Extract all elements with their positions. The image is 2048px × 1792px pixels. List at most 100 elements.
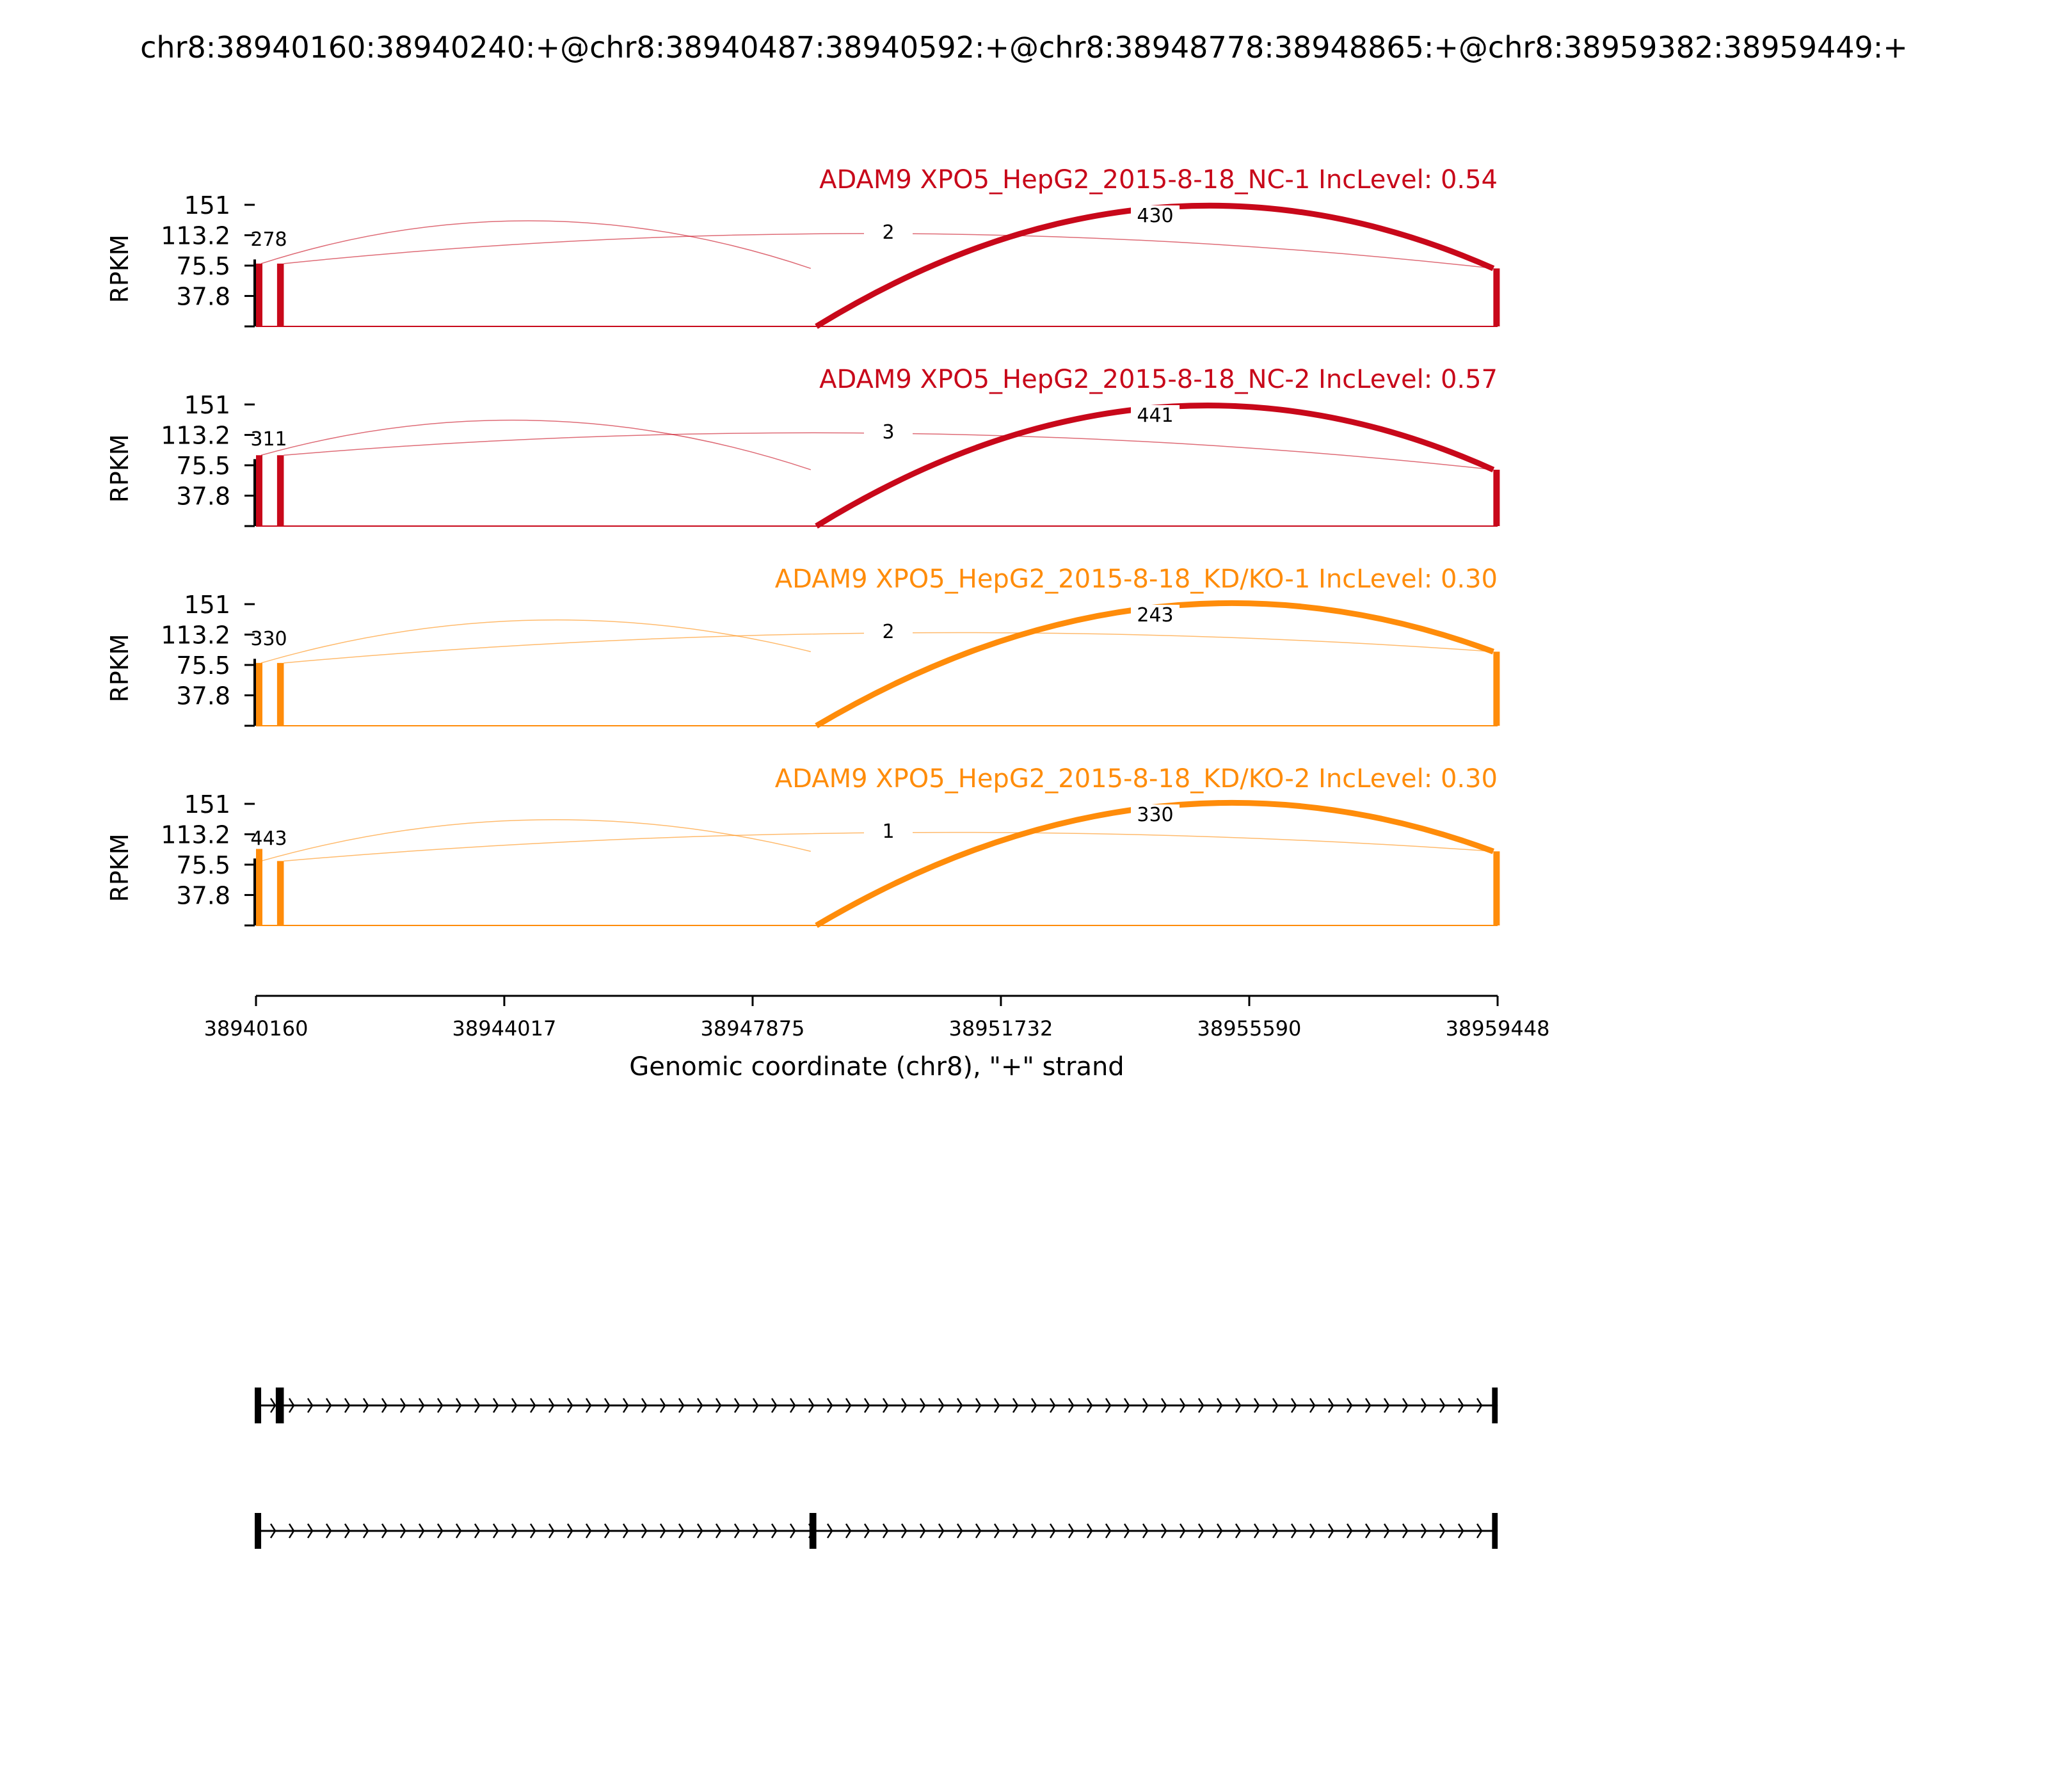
x-tick-label: 38951732 xyxy=(948,1016,1053,1041)
strand-arrow xyxy=(1179,1398,1186,1413)
strand-arrow xyxy=(789,1523,796,1539)
strand-arrow xyxy=(1364,1398,1372,1413)
coverage-bar xyxy=(256,455,262,526)
strand-arrow xyxy=(1327,1523,1334,1539)
strand-arrow xyxy=(956,1523,963,1539)
strand-arrow xyxy=(585,1398,592,1413)
strand-arrow xyxy=(1327,1398,1334,1413)
strand-arrow xyxy=(1123,1398,1130,1413)
y-tick-label: 37.8 xyxy=(176,482,230,510)
y-tick-label: 113.2 xyxy=(161,621,230,650)
strand-arrow xyxy=(1049,1523,1056,1539)
strand-arrow xyxy=(288,1523,295,1539)
strand-arrow xyxy=(975,1523,982,1539)
strand-arrow xyxy=(733,1523,740,1539)
y-tick-label: 113.2 xyxy=(161,422,230,450)
coverage-bar xyxy=(256,263,262,326)
coverage-bar xyxy=(1493,268,1500,326)
strand-arrow xyxy=(1160,1523,1167,1539)
y-tick-label: 151 xyxy=(184,790,230,819)
strand-arrow xyxy=(511,1523,518,1539)
strand-arrow xyxy=(1216,1398,1223,1413)
strand-arrow xyxy=(1439,1523,1446,1539)
strand-arrow xyxy=(1030,1523,1037,1539)
strand-arrow xyxy=(1309,1398,1316,1413)
strand-arrow xyxy=(1142,1398,1149,1413)
panel-title: ADAM9 XPO5_HepG2_2015-8-18_NC-2 IncLevel… xyxy=(819,365,1498,394)
strand-arrow xyxy=(938,1398,945,1413)
junction-count-label: 278 xyxy=(250,228,287,251)
strand-arrow xyxy=(511,1398,518,1413)
strand-arrow xyxy=(1049,1398,1056,1413)
strand-arrow xyxy=(566,1523,573,1539)
strand-arrow xyxy=(956,1398,963,1413)
strand-arrow xyxy=(548,1398,555,1413)
exon-block xyxy=(1492,1513,1498,1549)
y-tick-label: 75.5 xyxy=(176,851,230,879)
strand-arrow xyxy=(399,1398,406,1413)
y-tick-label: 37.8 xyxy=(176,881,230,909)
strand-arrow xyxy=(418,1398,425,1413)
x-tick-label: 38955590 xyxy=(1197,1016,1302,1041)
strand-arrow xyxy=(548,1523,555,1539)
strand-arrow xyxy=(900,1398,908,1413)
y-tick-label: 75.5 xyxy=(176,652,230,680)
coverage-bar xyxy=(276,861,284,925)
strand-arrow xyxy=(1402,1523,1409,1539)
junction-count-label: 1 xyxy=(882,820,894,843)
junction-count-label: 330 xyxy=(1137,804,1173,826)
strand-arrow xyxy=(1235,1398,1242,1413)
strand-arrow xyxy=(622,1398,629,1413)
strand-arrow xyxy=(1086,1398,1093,1413)
x-tick-label: 38947875 xyxy=(701,1016,805,1041)
junction-label-background xyxy=(864,422,913,444)
strand-arrow xyxy=(1012,1523,1019,1539)
junction-label-background xyxy=(864,821,913,843)
coverage-bar xyxy=(1493,469,1500,526)
strand-arrow xyxy=(1235,1523,1242,1539)
strand-arrow xyxy=(1476,1523,1483,1539)
x-axis: 38940160 38944017 38947875 38951732 38955590… xyxy=(204,995,1549,1041)
isoform-2 xyxy=(255,1513,1498,1549)
strand-arrow xyxy=(715,1523,722,1539)
y-tick-label: 113.2 xyxy=(161,222,230,250)
coverage-bar xyxy=(1493,851,1500,925)
junction-count-label: 430 xyxy=(1137,205,1173,227)
strand-arrow xyxy=(678,1398,685,1413)
strand-arrow xyxy=(307,1398,314,1413)
strand-arrow xyxy=(418,1523,425,1539)
strand-arrow xyxy=(919,1398,926,1413)
strand-arrow xyxy=(1402,1398,1409,1413)
y-axis-label: RPKM xyxy=(106,234,134,303)
junction-label-background xyxy=(1131,605,1180,627)
strand-arrow xyxy=(882,1398,889,1413)
strand-arrow xyxy=(492,1523,499,1539)
strand-arrow xyxy=(752,1398,759,1413)
strand-arrow xyxy=(1309,1523,1316,1539)
x-axis-label: Genomic coordinate (chr8), "+" strand xyxy=(629,1052,1124,1082)
coverage-bar xyxy=(1493,652,1500,726)
exon-block xyxy=(255,1388,262,1423)
y-tick-label: 151 xyxy=(184,591,230,619)
junction-arc xyxy=(260,419,812,470)
strand-arrow xyxy=(993,1398,1000,1413)
coverage-bar xyxy=(256,849,262,925)
strand-arrow xyxy=(1383,1523,1390,1539)
coverage-bar xyxy=(256,662,262,726)
strand-arrow xyxy=(362,1398,369,1413)
strand-arrow xyxy=(641,1398,648,1413)
strand-arrow xyxy=(1068,1398,1075,1413)
junction-count-label: 3 xyxy=(882,421,894,444)
coverage-bar xyxy=(276,455,284,526)
junction-label-background xyxy=(1131,804,1180,826)
strand-arrow xyxy=(492,1398,499,1413)
strand-arrow xyxy=(993,1523,1000,1539)
strand-arrow xyxy=(1420,1523,1427,1539)
strand-arrow xyxy=(1030,1398,1037,1413)
y-axis-label: RPKM xyxy=(106,634,134,702)
strand-arrow xyxy=(585,1523,592,1539)
x-tick-label: 38940160 xyxy=(204,1016,308,1041)
